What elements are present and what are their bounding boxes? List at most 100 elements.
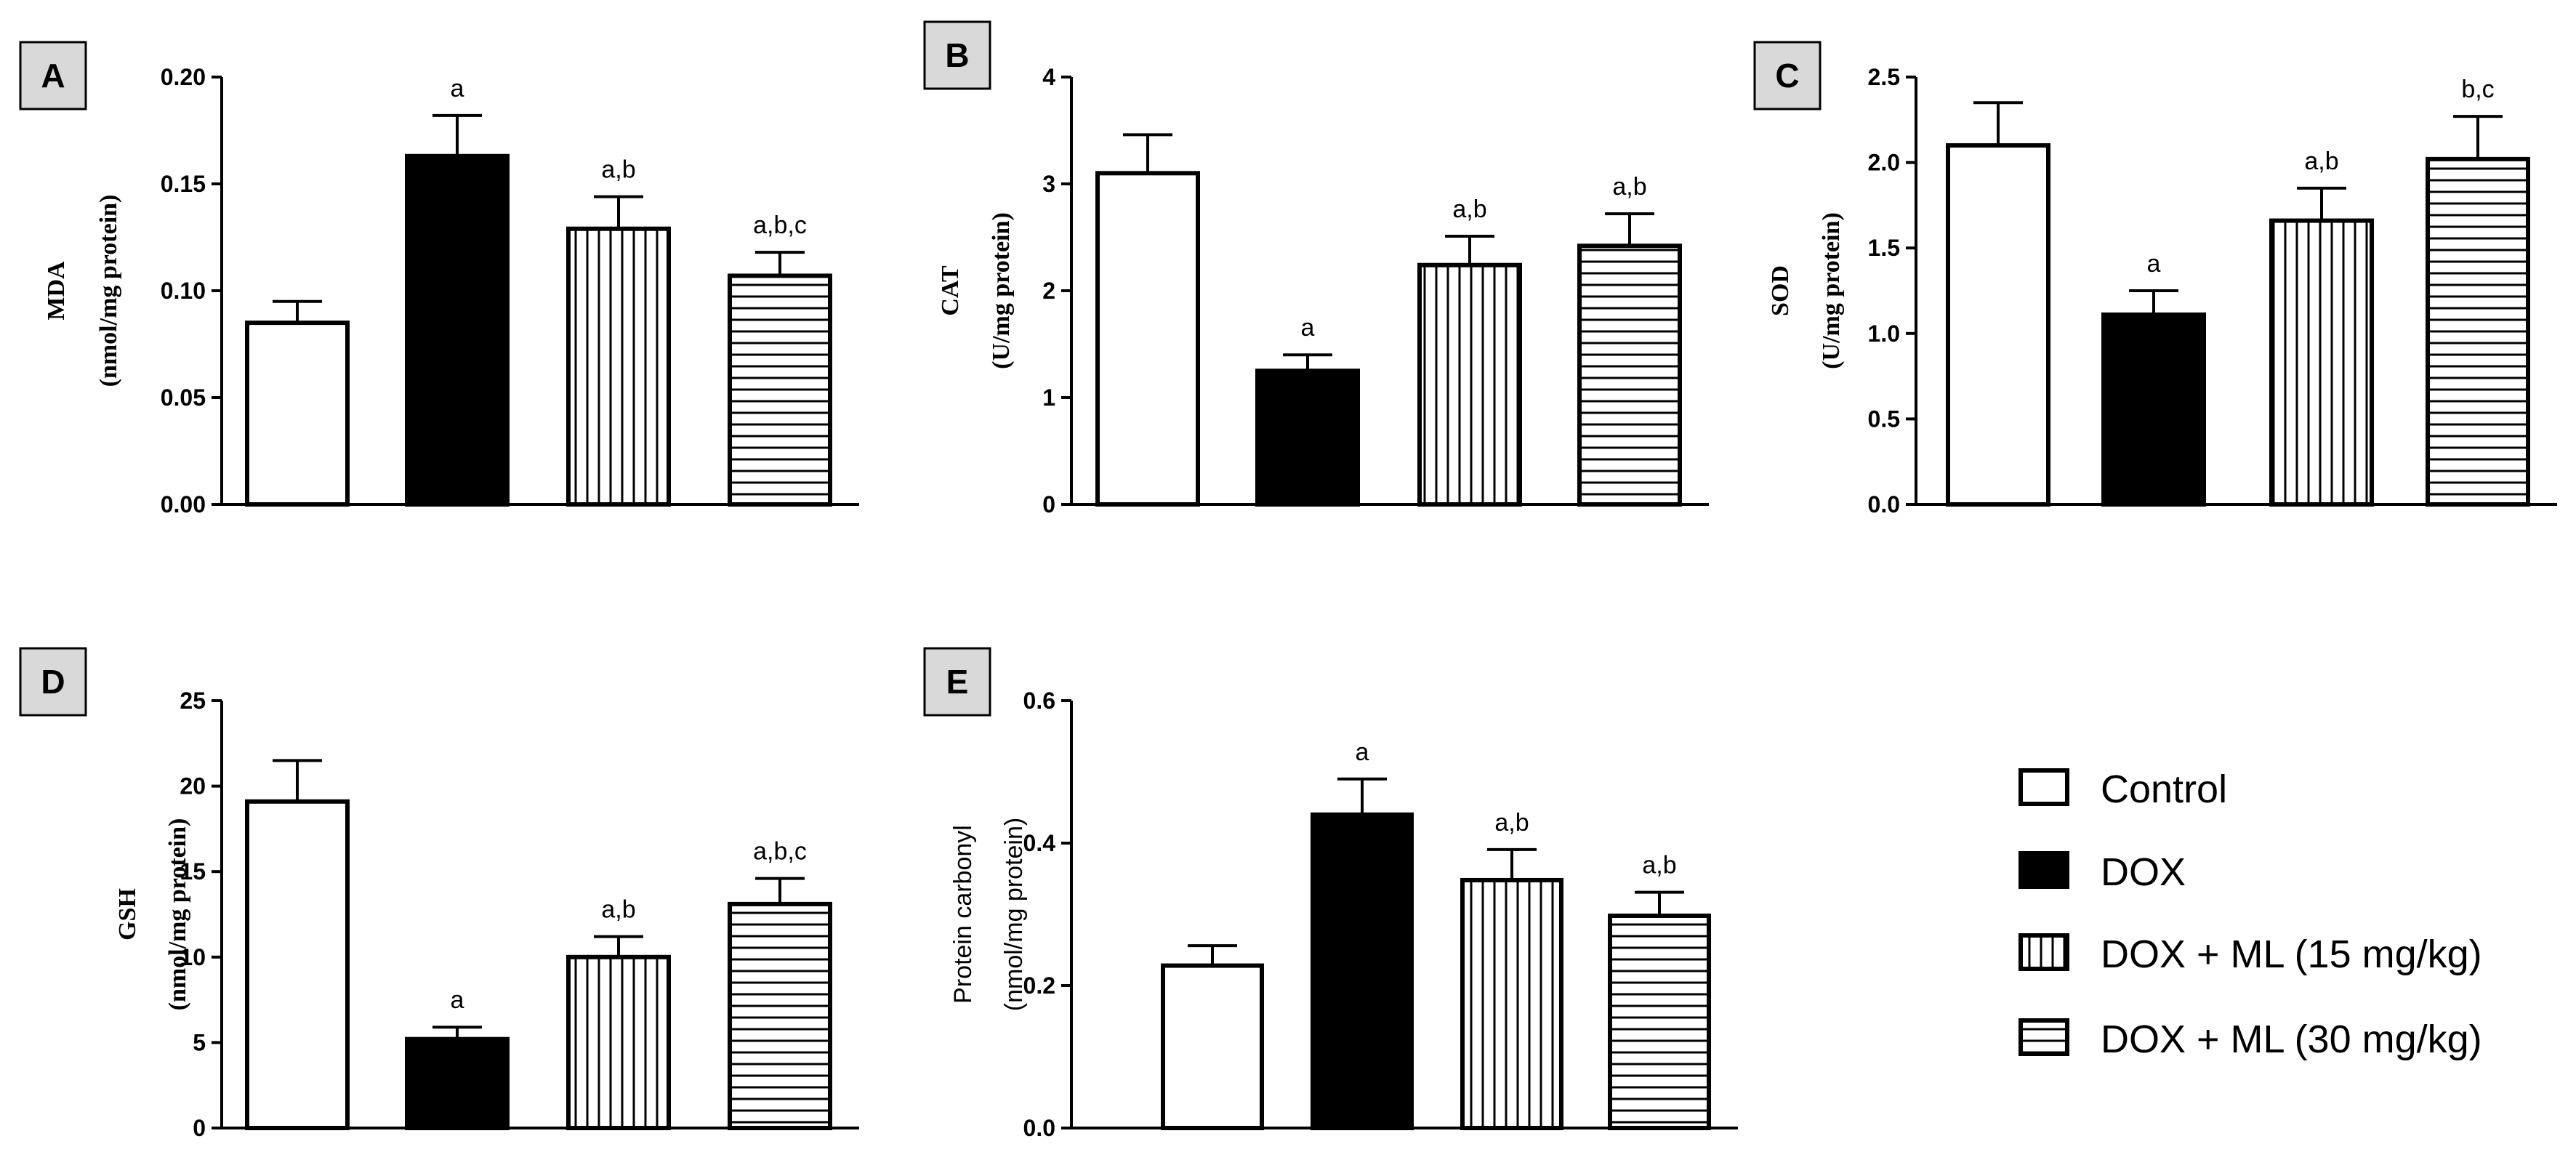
y-tick-label: 4	[1042, 64, 1055, 90]
y-tick-label: 0.0	[1023, 1115, 1055, 1141]
y-tick-label: 2.0	[1868, 150, 1900, 176]
y-tick-label: 2.5	[1868, 64, 1900, 90]
y-tick-label: 1	[1042, 384, 1055, 411]
bar	[566, 954, 671, 1131]
bar	[566, 226, 671, 507]
y-axis-label: GSH	[114, 888, 141, 941]
y-tick-label: 0	[1042, 491, 1055, 517]
y-axis-label: MDA	[43, 261, 70, 321]
chart-panel-a: A 0.00 0.05 0.10 0.15 0.20 MDA (nmol/mg protein…	[19, 41, 859, 517]
y-axis-label: (U/mg protein)	[1818, 212, 1845, 369]
legend-label: DOX + ML (30 mg/kg)	[2101, 1018, 2482, 1061]
bar	[2426, 156, 2530, 507]
y-tick-label: 2	[1042, 278, 1055, 304]
significance-label: a,b,c	[753, 212, 807, 239]
bar	[1311, 812, 1414, 1131]
y-tick-label: 0.6	[1023, 688, 1055, 714]
chart-panel-b: B 0 1 2 3 4 CAT (U/mg protein) a a,b a,b	[923, 20, 1709, 517]
y-tick-label: 5	[193, 1029, 206, 1055]
bar	[245, 799, 350, 1130]
y-tick-label: 3	[1042, 171, 1055, 197]
legend-item: DOX + ML (30 mg/kg)	[2018, 1018, 2482, 1061]
chart-panel-e: E 0.0 0.2 0.4 0.6 Protein carbonyl (nmol/mg pr…	[923, 647, 1738, 1141]
legend-item: DOX + ML (15 mg/kg)	[2018, 933, 2482, 976]
y-tick-label: 10	[180, 944, 206, 970]
legend-swatch	[2018, 1018, 2069, 1056]
significance-label: a,b	[2304, 148, 2338, 175]
panel-label-box	[19, 41, 87, 110]
y-tick-label: 1.5	[1868, 235, 1900, 261]
bar	[728, 273, 832, 507]
bar	[245, 321, 350, 507]
bar	[1608, 913, 1711, 1130]
panel-label: C	[1775, 57, 1799, 94]
significance-label: a,b	[601, 156, 635, 184]
bar	[2269, 218, 2374, 507]
significance-label: b,c	[2461, 76, 2494, 103]
legend-swatch	[2018, 851, 2069, 889]
bar	[2101, 312, 2206, 507]
significance-label: a	[451, 986, 464, 1014]
legend-label: DOX	[2101, 850, 2186, 894]
y-axis-label: SOD	[1767, 265, 1794, 316]
y-tick-label: 1.0	[1868, 321, 1900, 347]
y-tick-label: 25	[180, 688, 206, 714]
chart-panel-d: D 0 5 10 15 20 25 GSH (nmol/mg protein) a a,b a,b,c	[19, 647, 859, 1141]
bar	[1417, 262, 1522, 507]
significance-label: a,b,c	[753, 838, 807, 866]
bar	[405, 153, 510, 507]
legend-swatch	[2018, 933, 2069, 971]
significance-label: a	[1301, 314, 1315, 342]
y-tick-label: 0.00	[161, 491, 206, 517]
panel-label-box	[1753, 41, 1822, 110]
legend-item: DOX	[2018, 850, 2186, 894]
significance-label: a,b	[1642, 852, 1676, 879]
bar	[1946, 143, 2050, 507]
panel-label: E	[946, 663, 969, 701]
legend-label: DOX + ML (15 mg/kg)	[2101, 933, 2482, 976]
y-tick-label: 0.0	[1868, 491, 1900, 517]
significance-label: a,b	[601, 896, 635, 924]
y-tick-label: 0.10	[161, 278, 206, 304]
y-tick-label: 20	[180, 773, 206, 799]
significance-label: a,b	[1452, 196, 1486, 223]
panel-label: B	[945, 36, 969, 74]
y-axis-label: Protein carbonyl	[949, 825, 977, 1004]
bar	[405, 1036, 510, 1131]
legend-item: Control	[2018, 768, 2227, 811]
bar	[1460, 877, 1563, 1130]
bar	[1095, 171, 1200, 507]
y-tick-label: 0.15	[161, 171, 206, 197]
significance-label: a,b	[1494, 809, 1529, 837]
y-axis-label: (nmol/mg protein)	[164, 818, 191, 1011]
y-tick-label: 0.20	[161, 64, 206, 90]
bar	[1161, 963, 1264, 1131]
significance-label: a	[2147, 250, 2161, 278]
panel-label: A	[41, 57, 65, 94]
y-tick-label: 0.2	[1023, 972, 1055, 999]
y-axis-label: (U/mg protein)	[988, 212, 1015, 369]
panel-label: D	[41, 663, 65, 701]
panel-label-box	[19, 647, 87, 717]
legend: Control DOX DOX + ML (15 mg/kg) DOX + ML (3…	[2018, 768, 2482, 1061]
legend-label: Control	[2101, 768, 2227, 811]
bar	[1577, 243, 1682, 507]
y-axis-label: (nmol/mg protein)	[1000, 818, 1028, 1011]
legend-swatch	[2018, 768, 2069, 806]
panel-label-box	[923, 20, 991, 90]
panel-label-box	[923, 647, 991, 717]
significance-label: a	[451, 75, 464, 102]
y-tick-label: 15	[180, 858, 206, 885]
y-tick-label: 0.05	[161, 384, 206, 411]
bar	[1255, 368, 1360, 507]
y-axis-label: CAT	[937, 265, 964, 316]
y-tick-label: 0.4	[1023, 830, 1056, 856]
bar	[728, 901, 832, 1130]
significance-label: a,b	[1612, 173, 1646, 201]
y-tick-label: 0	[193, 1115, 206, 1141]
chart-panel-c: C 0.0 0.5 1.0 1.5 2.0 2.5 SOD (U/mg protein) a a,b…	[1753, 41, 2557, 517]
y-tick-label: 0.5	[1868, 406, 1900, 432]
y-axis-label: (nmol/mg protein)	[95, 195, 122, 387]
